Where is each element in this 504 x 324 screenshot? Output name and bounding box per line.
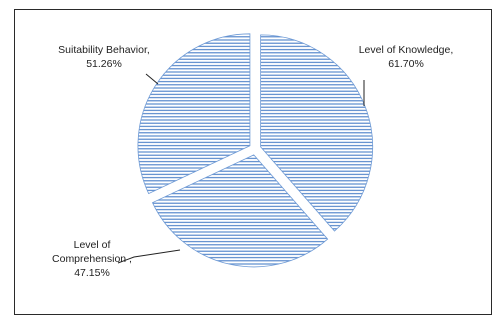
- pie-slice-level-of-knowledge: [260, 34, 374, 232]
- slice-label-level-of-comprehension: Level of Comprehension , 47.15%: [52, 239, 132, 279]
- leader-line-suitability-behavior: [145, 73, 159, 85]
- pie-slice-level-of-comprehension: [151, 154, 329, 268]
- pie-slice-suitability-behavior: [137, 33, 251, 195]
- slice-label-level-of-knowledge: Level of Knowledge, 61.70%: [359, 44, 454, 70]
- slice-label-suitability-behavior: Suitability Behavior, 51.26%: [58, 44, 150, 70]
- leader-line-level-of-comprehension: [117, 249, 181, 264]
